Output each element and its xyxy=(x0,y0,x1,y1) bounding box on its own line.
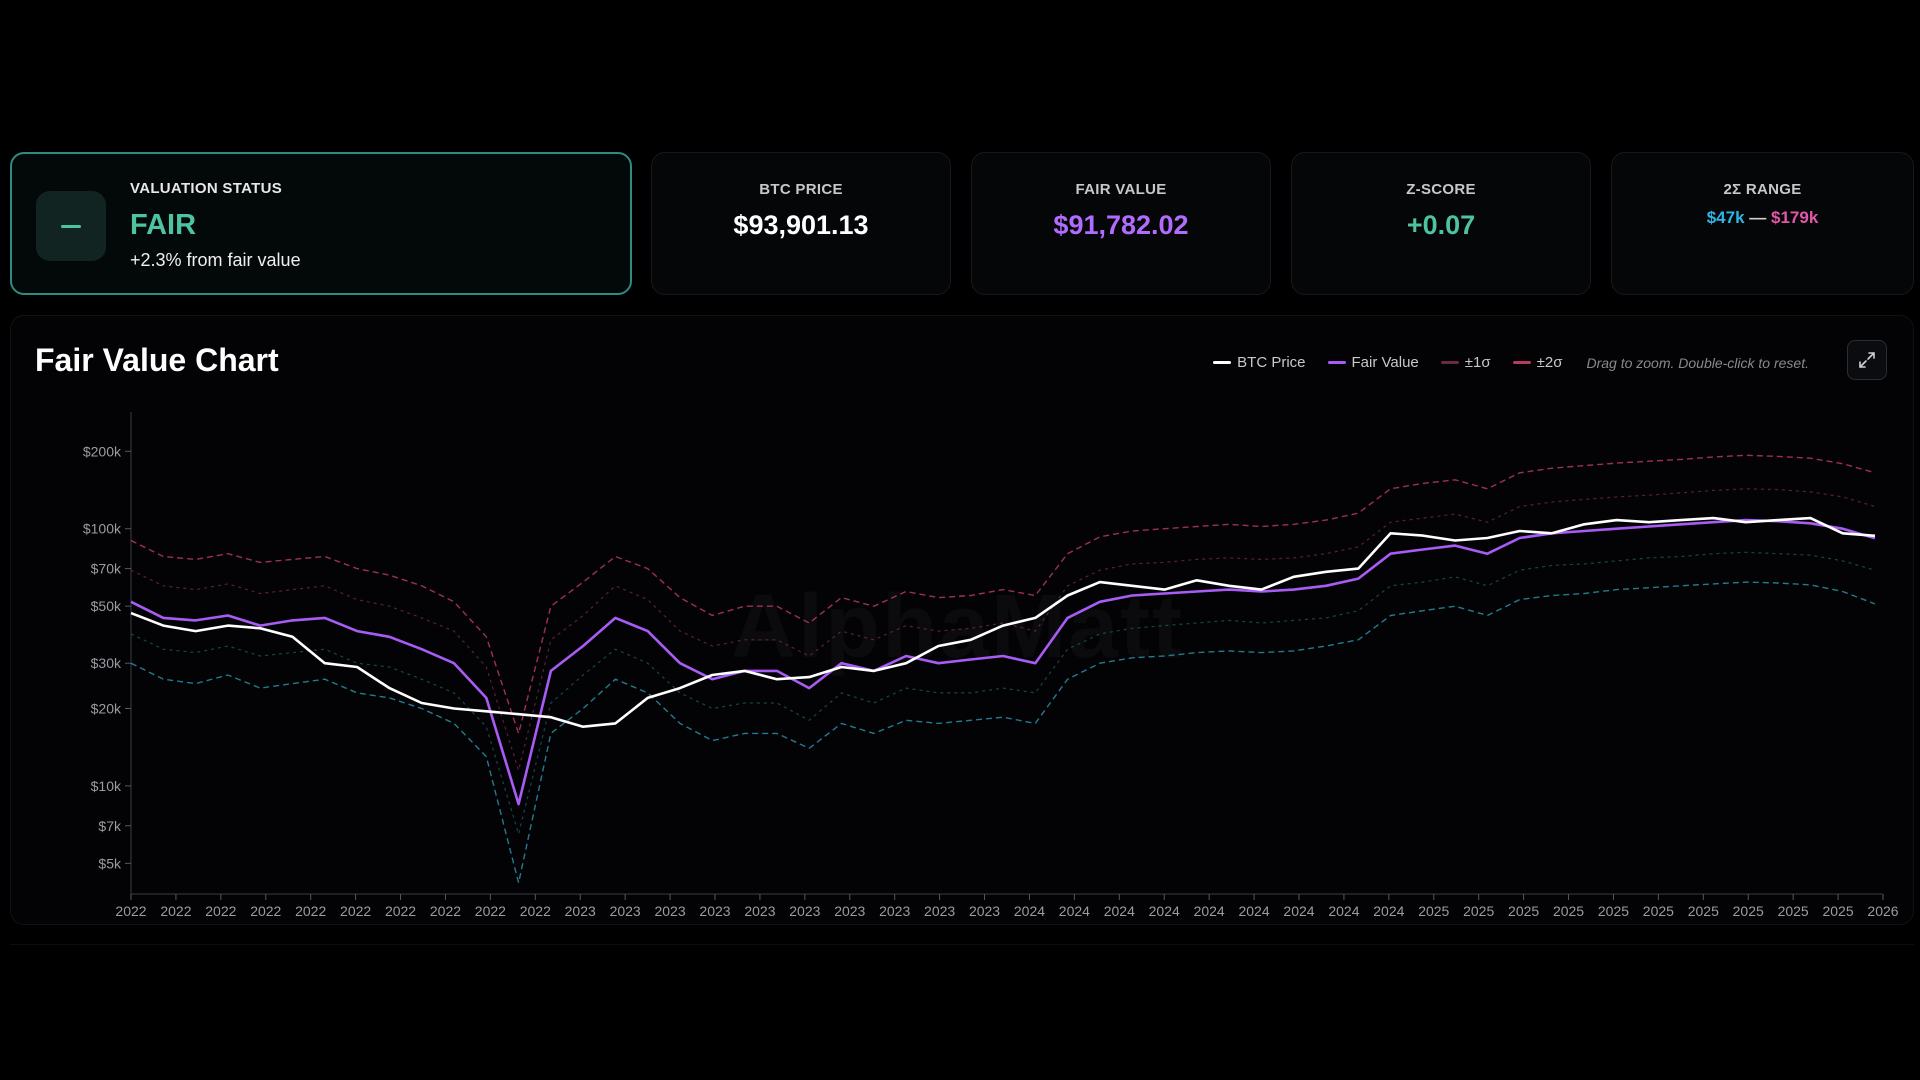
btc-price-value: $93,901.13 xyxy=(733,210,869,240)
y-tick-label: $100k xyxy=(83,521,122,537)
range-low: $47k xyxy=(1706,208,1745,227)
y-tick-label: $30k xyxy=(91,655,122,671)
legend-btc-price[interactable]: BTC Price xyxy=(1213,354,1306,371)
x-tick-label: 2022 xyxy=(385,903,416,919)
x-tick-label: 2023 xyxy=(789,903,820,919)
valuation-status-subtext: +2.3% from fair value xyxy=(130,250,301,270)
y-tick-label: $50k xyxy=(91,598,122,614)
y-tick-label: $20k xyxy=(91,700,122,716)
y-tick-label: $200k xyxy=(83,443,122,459)
legend-swatch xyxy=(1512,361,1531,364)
series-line-btc-price xyxy=(130,516,1876,729)
x-tick-label: 2024 xyxy=(1149,903,1180,919)
x-tick-label: 2025 xyxy=(1822,903,1853,919)
z-score-label: Z-SCORE xyxy=(1406,181,1476,198)
legend-label: Fair Value xyxy=(1351,354,1419,371)
valuation-status-card: VALUATION STATUS FAIR +2.3% from fair va… xyxy=(10,152,632,295)
x-tick-label: 2023 xyxy=(969,903,1000,919)
legend-1-sigma[interactable]: ±1σ xyxy=(1440,354,1491,371)
x-tick-label: 2024 xyxy=(1104,903,1135,919)
x-tick-label: 2024 xyxy=(1014,903,1045,919)
y-tick-label: $7k xyxy=(98,818,122,834)
legend-fair-value[interactable]: Fair Value xyxy=(1327,354,1419,371)
legend-2-sigma[interactable]: ±2σ xyxy=(1512,354,1563,371)
fair-value-card: FAIR VALUE $91,782.02 xyxy=(971,152,1271,295)
x-tick-label: 2024 xyxy=(1373,903,1404,919)
x-tick-label: 2022 xyxy=(520,903,551,919)
legend-swatch xyxy=(1440,361,1459,364)
range-separator: — xyxy=(1749,208,1767,227)
x-tick-label: 2022 xyxy=(250,903,281,919)
x-tick-label: 2025 xyxy=(1733,903,1764,919)
series-line--2- xyxy=(130,581,1876,884)
series-line-fair-value xyxy=(130,518,1876,806)
legend-label: ±2σ xyxy=(1536,354,1563,371)
fair-value-label: FAIR VALUE xyxy=(1075,181,1167,198)
fair-value-chart[interactable]: $200k $100k $70k $50k $30k $20k $10k $7k $5k 2022… xyxy=(11,360,1911,920)
chart-title: Fair Value Chart xyxy=(35,342,279,378)
legend-swatch xyxy=(1327,361,1346,364)
range-value: $47k — $179k xyxy=(1612,208,1913,228)
divider xyxy=(10,944,1914,945)
x-tick-label: 2025 xyxy=(1553,903,1584,919)
zoom-hint: Drag to zoom. Double-click to reset. xyxy=(1586,354,1809,371)
x-tick-label: 2023 xyxy=(699,903,730,919)
x-tick-label: 2022 xyxy=(475,903,506,919)
x-tick-label: 2024 xyxy=(1283,903,1314,919)
x-tick-label: 2023 xyxy=(834,903,865,919)
x-tick-label: 2024 xyxy=(1238,903,1269,919)
z-score-value: +0.07 xyxy=(1406,210,1476,240)
x-tick-label: 2023 xyxy=(744,903,775,919)
expand-chart-button[interactable] xyxy=(1847,340,1887,380)
x-tick-label: 2022 xyxy=(205,903,236,919)
y-tick-label: $70k xyxy=(91,561,122,577)
series-line--1- xyxy=(130,551,1876,835)
btc-price-card: BTC PRICE $93,901.13 xyxy=(651,152,951,295)
x-tick-label: 2022 xyxy=(115,903,146,919)
x-tick-label: 2025 xyxy=(1643,903,1674,919)
legend-label: ±1σ xyxy=(1464,354,1491,371)
chart-legend: BTC Price Fair Value ±1σ ±2σ Drag to zoo… xyxy=(1191,354,1809,371)
x-tick-label: 2023 xyxy=(879,903,910,919)
x-tick-label: 2025 xyxy=(1778,903,1809,919)
x-tick-label: 2023 xyxy=(924,903,955,919)
x-tick-label: 2022 xyxy=(295,903,326,919)
z-score-card: Z-SCORE +0.07 xyxy=(1291,152,1591,295)
x-tick-label: 2026 xyxy=(1867,903,1898,919)
legend-swatch xyxy=(1213,361,1232,364)
y-tick-label: $10k xyxy=(91,778,122,794)
x-tick-label: 2022 xyxy=(160,903,191,919)
x-tick-label: 2022 xyxy=(430,903,461,919)
x-tick-label: 2022 xyxy=(340,903,371,919)
y-tick-label: $5k xyxy=(98,855,122,871)
legend-label: BTC Price xyxy=(1237,354,1306,371)
range-label: 2Σ RANGE xyxy=(1723,181,1802,198)
x-tick-label: 2025 xyxy=(1598,903,1629,919)
x-tick-label: 2024 xyxy=(1059,903,1090,919)
x-tick-label: 2023 xyxy=(654,903,685,919)
x-tick-label: 2023 xyxy=(610,903,641,919)
x-tick-label: 2025 xyxy=(1508,903,1539,919)
x-tick-label: 2024 xyxy=(1194,903,1225,919)
btc-price-label: BTC PRICE xyxy=(759,181,843,198)
fair-value-value: $91,782.02 xyxy=(1053,210,1189,240)
x-tick-label: 2023 xyxy=(565,903,596,919)
x-tick-label: 2025 xyxy=(1418,903,1449,919)
valuation-status-value: FAIR xyxy=(130,209,197,241)
range-card: 2Σ RANGE $47k — $179k xyxy=(1611,152,1914,295)
x-tick-label: 2025 xyxy=(1463,903,1494,919)
minus-icon xyxy=(61,224,81,228)
range-high: $179k xyxy=(1771,208,1819,227)
x-tick-label: 2025 xyxy=(1688,903,1719,919)
series-line--2- xyxy=(130,454,1876,735)
status-icon-tile xyxy=(36,191,106,261)
fair-value-chart-panel: Fair Value Chart BTC Price Fair Value ±1… xyxy=(10,315,1914,925)
valuation-status-label: VALUATION STATUS xyxy=(130,180,283,197)
metric-cards: VALUATION STATUS FAIR +2.3% from fair va… xyxy=(10,152,1914,295)
expand-icon xyxy=(1859,352,1875,368)
x-tick-label: 2024 xyxy=(1328,903,1359,919)
series-line--1- xyxy=(130,488,1876,771)
